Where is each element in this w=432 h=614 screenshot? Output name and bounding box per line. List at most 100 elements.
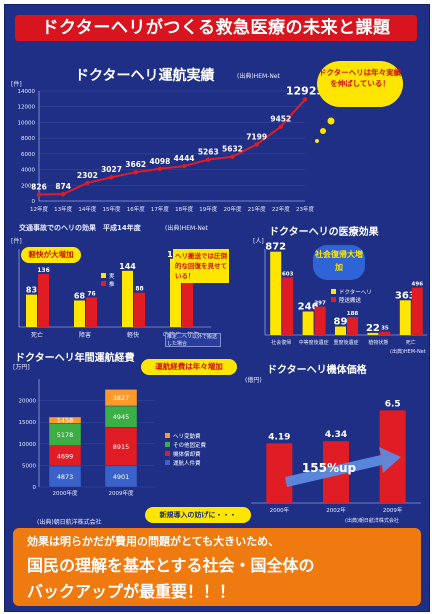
chart3-y-unit: [人] [253, 238, 264, 245]
bubble-barrier: 新規導入の妨げに・・・ [145, 507, 251, 523]
x-tick-label: 植物状態 [368, 339, 388, 346]
chart4-title: ドクターヘリ年間運航経費 [15, 353, 135, 364]
data-label: 874 [55, 182, 71, 191]
y-tick-label: 10000 [18, 120, 36, 126]
data-label: 3662 [125, 160, 146, 169]
bar-value-label: 83 [26, 286, 37, 295]
conclusion-line-2: 国民の理解を基本とする社会・国全体の [27, 556, 315, 575]
legend-swatch [165, 460, 170, 465]
data-point [36, 192, 42, 197]
growth-label: 155%up [302, 461, 357, 475]
legend-label: 陸送搬送 [339, 296, 362, 304]
bar [399, 300, 411, 335]
conclusion-line-1: 効果は明らかだが費用の問題がとても大きいため、 [27, 535, 280, 548]
y-tick-label: 4000 [21, 168, 35, 174]
legend-label: 実 [109, 272, 115, 280]
x-tick-label: 2009年度 [109, 489, 134, 497]
y-tick-label: 0 [32, 199, 36, 205]
bar [302, 311, 314, 335]
data-label: 3027 [101, 165, 122, 174]
bar [367, 332, 379, 335]
bar-value-label: 4.34 [325, 430, 347, 440]
data-point [60, 191, 66, 197]
bubble-barrier-text: 新規導入の妨げに・・・ [159, 511, 237, 519]
x-tick-label: 23年度 [296, 205, 314, 213]
bar-chart-aircraft-price: 4.19 2000年 4.34 2002年 6.5 2009年 155%up [251, 399, 421, 514]
bar-value-label: 35 [381, 326, 389, 332]
x-tick-label: 22年度 [272, 205, 290, 213]
bar [335, 326, 346, 335]
bar-value-label: 144 [119, 262, 136, 271]
bar [86, 297, 97, 327]
data-point [109, 175, 114, 180]
chart2-source: (出典)HEM-Net [165, 225, 208, 232]
data-point [133, 170, 138, 175]
legend-label: 機体償却費 [173, 450, 201, 458]
bar [182, 261, 193, 327]
y-tick-label: 20000 [19, 399, 37, 405]
legend-label: ヘリ変動費 [173, 432, 201, 440]
estimate-note-text: 推定…ヘリ以外で搬送した場合 [167, 334, 218, 347]
legend-label: 推 [109, 280, 115, 288]
x-tick-label: 社会復帰 [271, 339, 291, 346]
segment-value-label: 4901 [113, 473, 130, 481]
legend-swatch [331, 297, 336, 302]
x-tick-label: 障害 [79, 331, 91, 339]
bar [38, 273, 49, 327]
data-label: 826 [31, 183, 47, 192]
chart1-source: (出典)HEM-Net [237, 73, 280, 80]
segment-value-label: 3827 [113, 394, 130, 402]
data-point [85, 180, 90, 186]
y-tick-label: 8000 [21, 136, 35, 142]
x-tick-label: 2002年 [326, 506, 346, 514]
chart2-y-unit: [件] [11, 238, 22, 245]
callout-growth-text: ドクターヘリは年々実績を伸ばしている！ [318, 68, 402, 88]
legend-swatch [101, 281, 106, 286]
chart5-source: (出典)朝日航洋株式会社 [345, 518, 399, 524]
bubble-cost-increase: 運航経費は年々増加 [141, 359, 237, 375]
bubble-social-recovery: 社会復帰大増加 [313, 245, 365, 280]
x-tick-label: 重度後遺症 [333, 339, 358, 346]
bar-value-label: 4.19 [268, 432, 290, 442]
y-tick-label: 14000 [18, 89, 36, 95]
x-tick-label: 15年度 [103, 205, 121, 213]
callout-recovery: ヘリ搬送では圧倒的な回復を見せている！ [173, 249, 229, 283]
y-tick-label: 2000 [21, 183, 35, 189]
bar [266, 443, 293, 503]
poster: ドクターヘリがつくる救急医療の未来と課題 ドクターヘリ運航実績 (出典)HEM-… [4, 4, 430, 612]
data-label: 2302 [77, 171, 98, 180]
bar [270, 251, 282, 335]
chart4-y-unit: [万円] [13, 364, 30, 371]
callout-bubble-growth: ドクターヘリは年々実績を伸ばしている！ [317, 61, 403, 107]
x-tick-label: 13年度 [54, 205, 72, 213]
y-tick-label: 15000 [19, 420, 37, 426]
chart1-y-unit: [件] [11, 81, 22, 88]
data-point [181, 163, 187, 169]
stacked-bar-chart-cost: 0 5000 10000 15000 20000 4873 4699 5178 1458 2000… [19, 379, 207, 497]
chart3-title: ドクターヘリの医療効果 [269, 227, 379, 238]
y-tick-label: 6000 [21, 152, 35, 158]
data-label: 5263 [198, 148, 219, 157]
callout-dot [327, 117, 335, 125]
chart4-source: (出典)朝日航洋株式会社 [37, 519, 102, 526]
bar [134, 292, 145, 327]
bar-value-label: 89 [334, 316, 348, 327]
bar-value-label: 68 [74, 291, 86, 300]
bar-value-label: 297 [314, 301, 326, 307]
chart5-y-unit: (億円) [245, 377, 262, 384]
bar-value-label: 88 [135, 286, 143, 293]
stacked-segment [104, 427, 138, 467]
bar-value-label: 246 [298, 301, 319, 312]
legend-swatch [331, 289, 336, 294]
legend-swatch [165, 442, 170, 447]
segment-value-label: 1458 [57, 417, 74, 425]
legend-swatch [165, 451, 170, 456]
chart3-source: (出典)HEM-Net [390, 349, 426, 355]
x-tick-label: 16年度 [127, 205, 145, 213]
bar-value-label: 363 [395, 290, 416, 301]
chart2-title: 交通事故でのヘリの効果 平成14年度 [19, 224, 141, 232]
bar [282, 277, 294, 335]
x-tick-label: 死亡 [406, 339, 416, 346]
poster-title: ドクターヘリがつくる救急医療の未来と課題 [41, 18, 391, 38]
